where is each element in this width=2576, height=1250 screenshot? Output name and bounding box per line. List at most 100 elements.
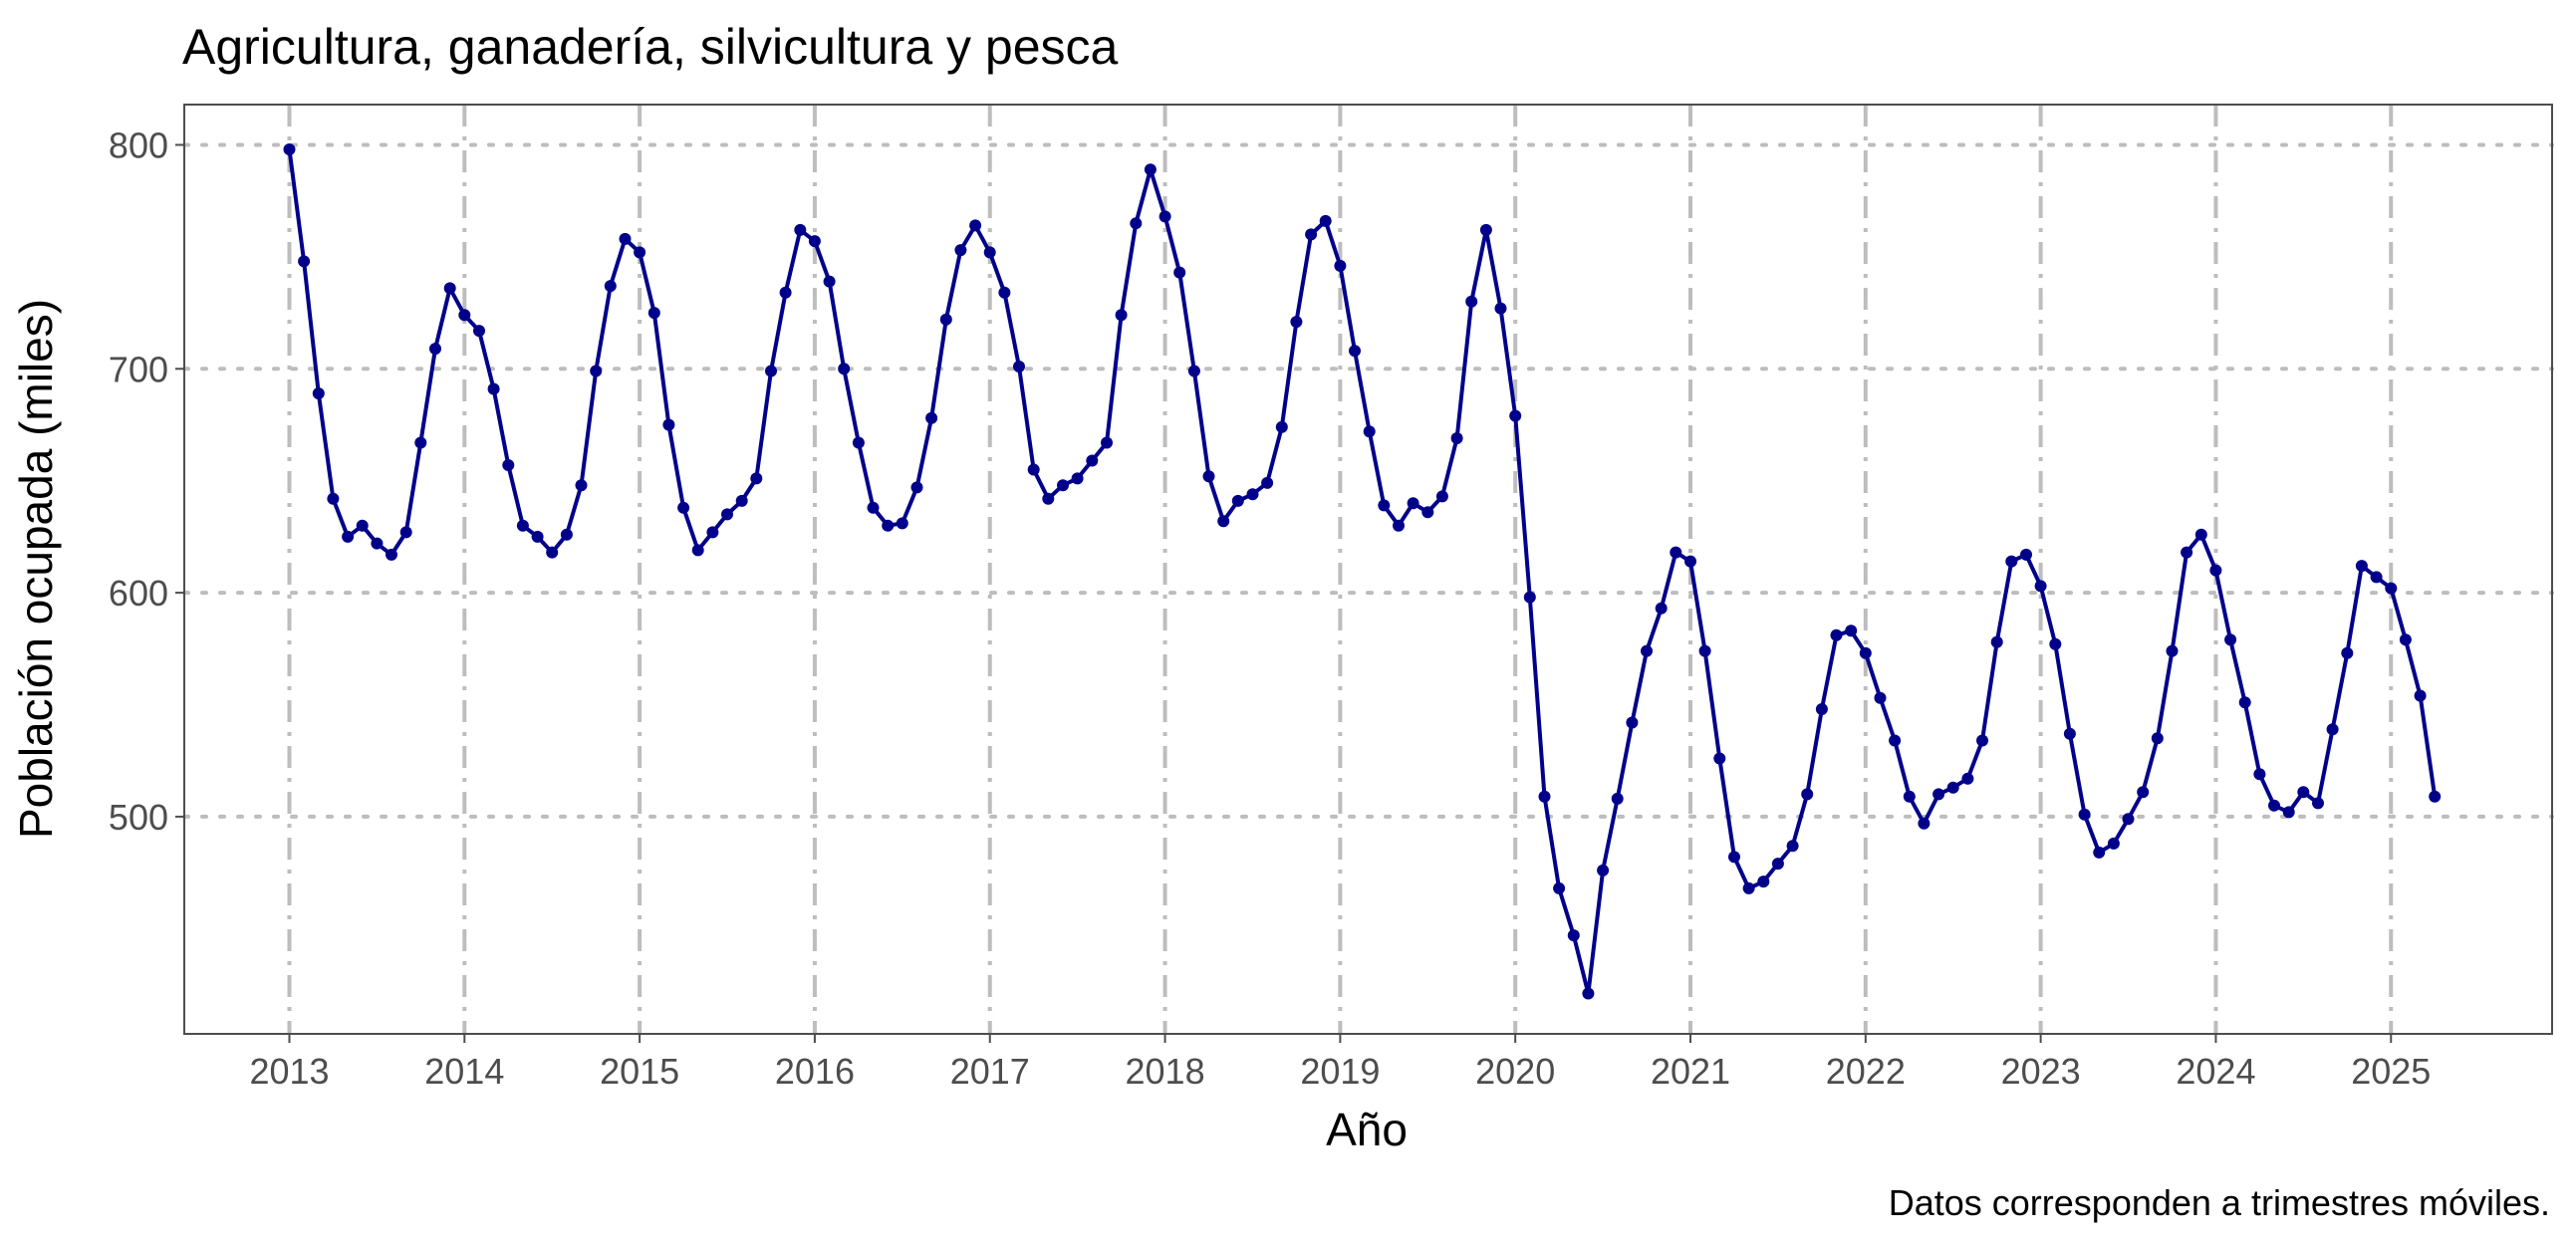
data-point <box>2137 786 2150 799</box>
data-point <box>983 246 996 259</box>
data-point <box>2107 837 2120 850</box>
data-point <box>342 530 355 543</box>
data-point <box>531 530 544 543</box>
data-point <box>1275 420 1288 433</box>
data-point <box>1961 772 1974 785</box>
data-point <box>867 501 880 514</box>
data-point <box>1698 644 1711 657</box>
x-tick-label: 2025 <box>2351 1051 2431 1092</box>
data-point <box>1946 781 1959 794</box>
data-point <box>765 365 777 377</box>
data-point <box>1465 295 1478 308</box>
data-point <box>1407 497 1419 510</box>
data-point <box>2370 571 2383 584</box>
data-point <box>2181 546 2193 559</box>
y-tick-label: 500 <box>109 797 168 838</box>
x-tick-label: 2014 <box>424 1051 504 1092</box>
data-point <box>910 481 923 494</box>
data-point <box>969 219 982 232</box>
data-point <box>1801 788 1814 801</box>
data-point <box>706 526 719 539</box>
data-point <box>283 143 296 155</box>
data-point <box>2093 846 2106 859</box>
data-point <box>896 517 908 530</box>
data-point <box>1655 602 1668 615</box>
data-point <box>662 418 675 431</box>
data-point <box>2005 555 2018 568</box>
x-tick-label: 2017 <box>950 1051 1030 1092</box>
data-point <box>327 492 340 505</box>
data-point <box>487 382 500 395</box>
data-point <box>590 365 603 377</box>
x-tick-label: 2020 <box>1475 1051 1555 1092</box>
x-tick-label: 2021 <box>1651 1051 1730 1092</box>
data-point <box>998 286 1011 299</box>
data-point <box>882 519 895 532</box>
data-point <box>516 519 529 532</box>
data-point <box>691 544 704 557</box>
data-point <box>2034 580 2047 593</box>
data-point <box>1597 864 1610 876</box>
data-point <box>1859 646 1872 659</box>
data-point <box>2078 808 2091 821</box>
data-point <box>1553 881 1566 894</box>
data-point <box>1071 472 1084 485</box>
data-point <box>1567 929 1580 942</box>
data-point <box>794 223 807 236</box>
data-point <box>1538 790 1551 803</box>
plot-panel <box>183 104 2553 1035</box>
data-point <box>1173 266 1186 279</box>
data-point <box>1144 163 1157 176</box>
data-point <box>2297 786 2310 799</box>
data-point <box>1815 703 1828 715</box>
data-point <box>1670 546 1682 559</box>
data-point <box>735 494 748 507</box>
data-point <box>1976 734 1988 747</box>
data-point <box>1202 470 1215 483</box>
x-tick-label: 2019 <box>1300 1051 1380 1092</box>
data-point <box>1786 840 1799 853</box>
data-point <box>2429 790 2442 803</box>
x-tick-label: 2022 <box>1826 1051 1906 1092</box>
data-point <box>2209 564 2222 577</box>
data-point <box>1393 519 1405 532</box>
data-point <box>2063 727 2076 740</box>
data-point <box>1523 591 1536 604</box>
data-point <box>1086 454 1099 467</box>
data-point <box>1611 792 1624 805</box>
data-point <box>2224 633 2237 646</box>
data-point <box>1582 987 1595 1000</box>
data-point <box>1261 476 1274 489</box>
data-point <box>1159 210 1171 223</box>
data-point <box>1742 881 1755 894</box>
data-point <box>2414 689 2427 702</box>
data-point <box>458 309 471 322</box>
axes: 500 600 700 800 2013 2014 2015 2016 2017 2018 2019… <box>109 125 2431 1092</box>
data-point <box>939 313 952 326</box>
data-point <box>2268 799 2280 812</box>
data-point <box>852 436 865 449</box>
data-point <box>399 526 412 539</box>
x-tick-label: 2016 <box>775 1051 855 1092</box>
data-point <box>1684 555 1696 568</box>
data-point <box>1641 644 1653 657</box>
data-point <box>1378 499 1391 512</box>
data-point <box>1231 494 1244 507</box>
data-point <box>1363 425 1376 438</box>
series-layer <box>283 143 2442 1000</box>
data-point <box>502 459 515 471</box>
data-point <box>298 255 311 268</box>
data-point <box>386 548 397 561</box>
data-point <box>2253 768 2266 781</box>
data-point <box>1889 734 1902 747</box>
data-point <box>429 343 441 356</box>
data-point <box>2282 806 2295 819</box>
data-point <box>1305 228 1318 241</box>
x-tick-label: 2013 <box>249 1051 329 1092</box>
data-point <box>2399 633 2412 646</box>
data-point <box>1874 691 1887 704</box>
data-point <box>2312 797 2324 810</box>
data-point <box>1757 875 1770 888</box>
data-point <box>1713 752 1726 765</box>
data-point <box>1334 259 1347 272</box>
